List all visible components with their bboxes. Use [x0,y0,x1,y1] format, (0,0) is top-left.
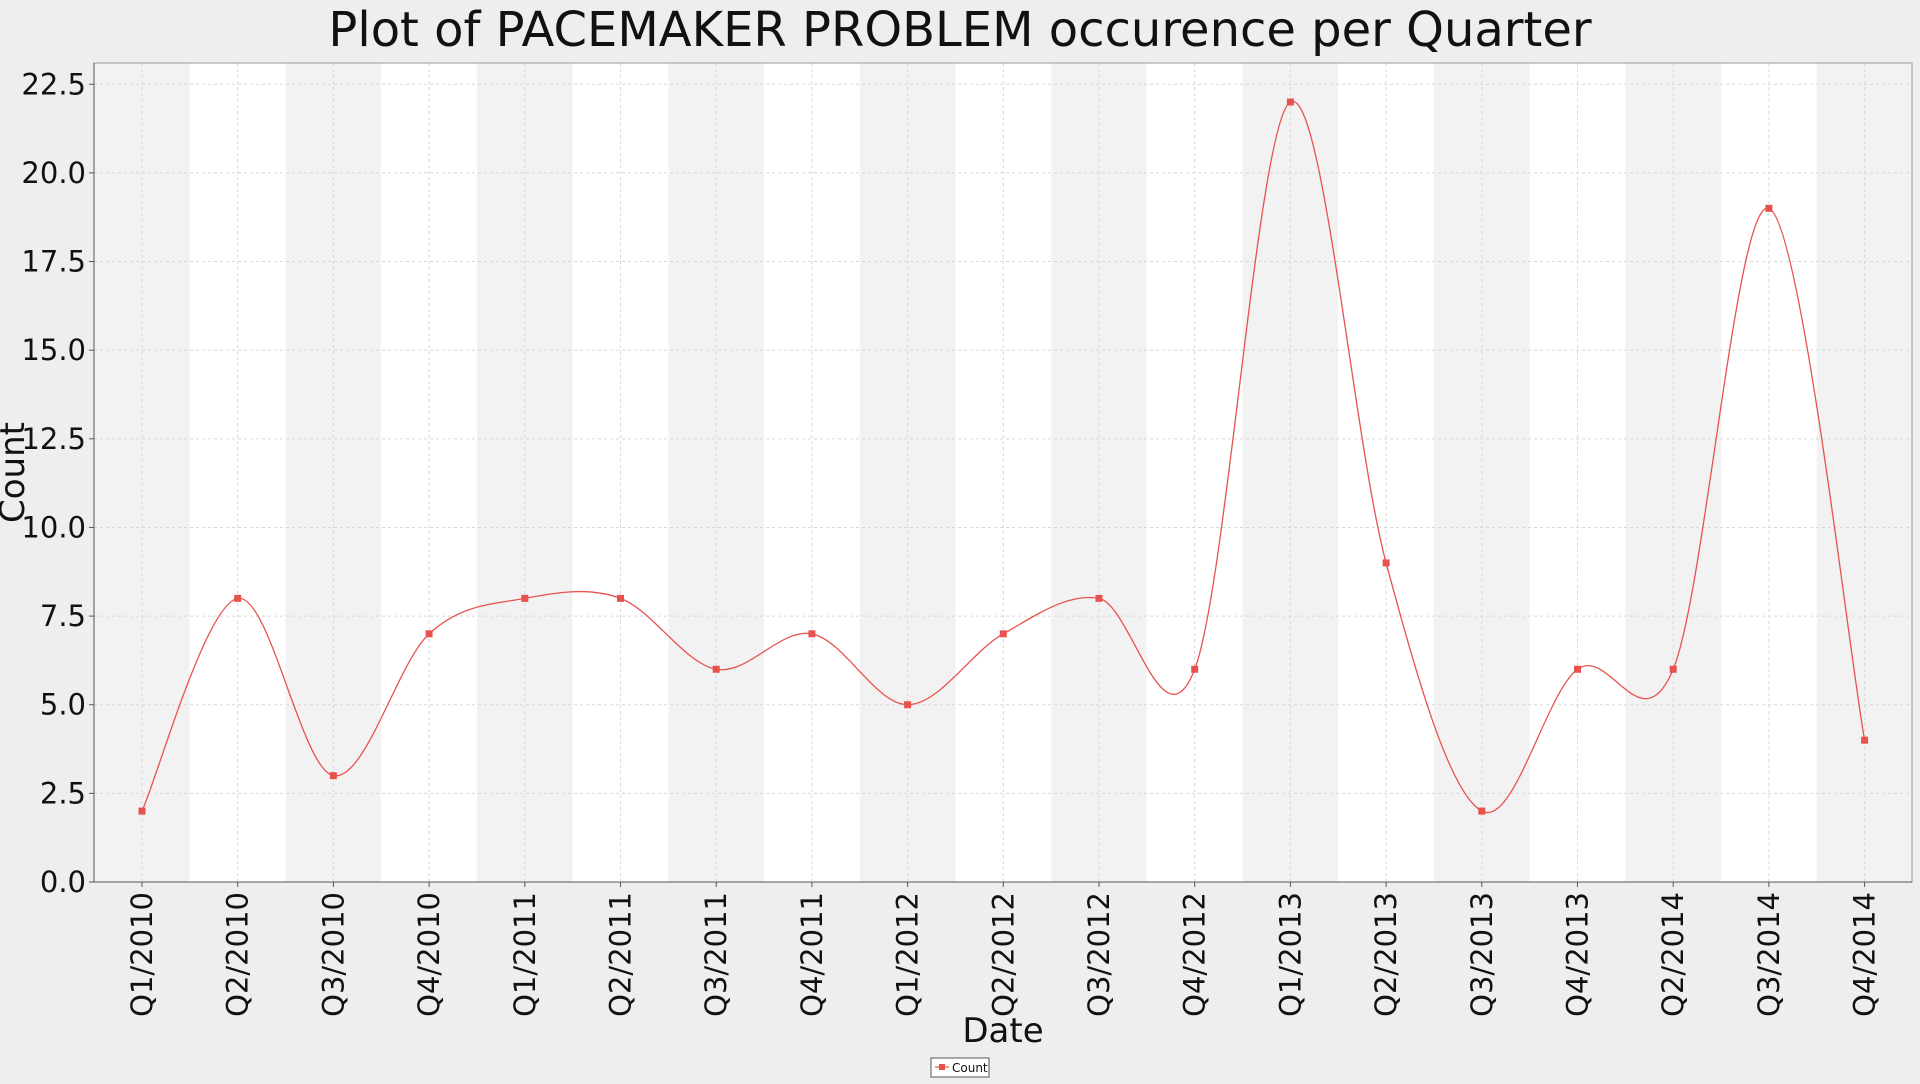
background-bands [94,63,1912,882]
data-point [712,665,720,673]
data-point [1765,204,1773,212]
data-point [1095,594,1103,602]
y-tick-label: 17.5 [21,245,86,279]
chart-title: Plot of PACEMAKER PROBLEM occurence per … [328,2,1591,58]
y-axis-label: Count [0,422,33,523]
x-tick-label: Q4/2013 [1561,892,1595,1017]
data-point [999,630,1007,638]
x-tick-label: Q3/2011 [699,892,733,1017]
y-tick-label: 2.5 [40,776,86,810]
data-point [808,630,816,638]
legend: Count [930,1057,990,1078]
y-tick-label: 20.0 [21,156,86,190]
x-tick-label: Q4/2010 [412,892,446,1017]
x-tick-label: Q2/2011 [604,892,638,1017]
x-tick-label: Q1/2013 [1273,892,1307,1017]
x-tick-label: Q3/2014 [1752,892,1786,1017]
x-tick-label: Q2/2014 [1656,892,1690,1017]
data-point [138,807,146,815]
y-tick-label: 7.5 [40,599,86,633]
x-tick-label: Q1/2011 [508,892,542,1017]
y-tick-label: 10.0 [21,510,86,544]
data-point [1861,736,1869,744]
data-point [1191,665,1199,673]
data-point [329,772,337,780]
legend-box [930,1057,990,1078]
y-tick-label: 12.5 [21,422,86,456]
x-tick-label: Q2/2012 [986,892,1020,1017]
legend-marker [939,1064,945,1070]
x-tick-label: Q2/2010 [221,892,255,1017]
data-point [1574,665,1581,673]
x-tick-label: Q3/2012 [1082,892,1116,1017]
x-axis-label: Date [962,1011,1043,1051]
data-point [617,594,624,602]
data-point [1478,807,1486,815]
tick-labels: 0.0 2.5 5.0 7.5 10.0 12.5 15.0 17.5 20.0 22.5 Q1/2… [21,67,1881,1017]
data-point [1382,559,1390,567]
y-tick-label: 0.0 [40,865,86,899]
x-tick-label: Q1/2010 [125,892,159,1017]
x-tick-label: Q4/2011 [795,892,829,1017]
x-tick-label: Q2/2013 [1369,892,1403,1017]
data-point [1669,665,1677,673]
data-point [1286,98,1294,106]
axes [89,63,1912,887]
y-tick-label: 5.0 [40,688,86,722]
x-tick-label: Q3/2013 [1465,892,1499,1017]
y-tick-label: 15.0 [21,333,86,367]
x-tick-label: Q4/2012 [1178,892,1212,1017]
series-group [138,98,1869,815]
x-tick-label: Q4/2014 [1848,892,1882,1017]
data-point [425,630,433,638]
data-point [904,701,912,709]
data-point [521,594,529,602]
x-tick-label: Q3/2010 [316,892,350,1017]
data-point [234,594,242,602]
legend-label: Count [952,1061,988,1075]
x-tick-label: Q1/2012 [891,892,925,1017]
y-tick-label: 22.5 [21,67,86,101]
